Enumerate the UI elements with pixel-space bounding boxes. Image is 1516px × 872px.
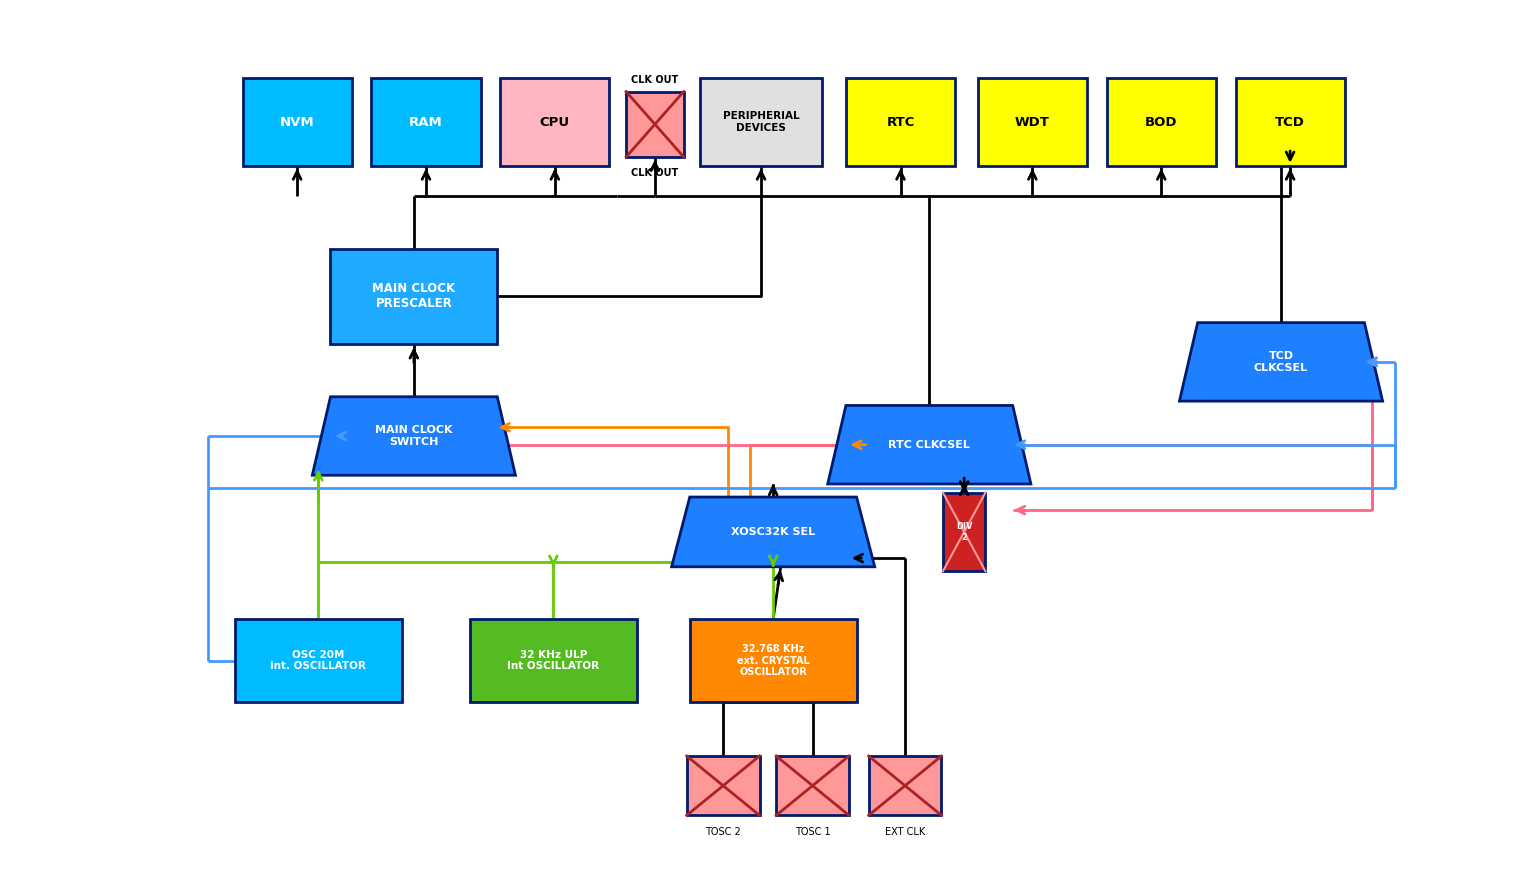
Text: DIV
2: DIV 2: [957, 522, 972, 542]
FancyBboxPatch shape: [371, 78, 481, 166]
Text: TOSC 1: TOSC 1: [794, 827, 831, 836]
Text: CLK OUT: CLK OUT: [631, 168, 679, 178]
Text: RTC: RTC: [887, 116, 914, 128]
Text: BOD: BOD: [1145, 116, 1178, 128]
FancyBboxPatch shape: [470, 619, 637, 702]
Text: TCD
CLKCSEL: TCD CLKCSEL: [1254, 351, 1308, 372]
FancyBboxPatch shape: [846, 78, 955, 166]
FancyBboxPatch shape: [687, 756, 760, 815]
FancyBboxPatch shape: [869, 756, 941, 815]
Text: NVM: NVM: [280, 116, 314, 128]
Text: 32.768 KHz
ext. CRYSTAL
OSCILLATOR: 32.768 KHz ext. CRYSTAL OSCILLATOR: [737, 644, 810, 678]
Text: XOSC32K SEL: XOSC32K SEL: [731, 527, 816, 537]
Polygon shape: [828, 405, 1031, 484]
Text: WDT: WDT: [1014, 116, 1051, 128]
FancyBboxPatch shape: [235, 619, 402, 702]
FancyBboxPatch shape: [700, 78, 822, 166]
FancyBboxPatch shape: [776, 756, 849, 815]
FancyBboxPatch shape: [978, 78, 1087, 166]
FancyBboxPatch shape: [943, 493, 985, 571]
FancyBboxPatch shape: [1107, 78, 1216, 166]
Polygon shape: [312, 397, 515, 475]
Polygon shape: [672, 497, 875, 567]
Text: MAIN CLOCK
PRESCALER: MAIN CLOCK PRESCALER: [373, 283, 455, 310]
Text: TOSC 2: TOSC 2: [705, 827, 741, 836]
Text: MAIN CLOCK
SWITCH: MAIN CLOCK SWITCH: [374, 426, 453, 446]
FancyBboxPatch shape: [690, 619, 857, 702]
FancyBboxPatch shape: [243, 78, 352, 166]
FancyBboxPatch shape: [1236, 78, 1345, 166]
Polygon shape: [1179, 323, 1383, 401]
Text: 32 KHz ULP
Int OSCILLATOR: 32 KHz ULP Int OSCILLATOR: [508, 650, 599, 671]
Text: RAM: RAM: [409, 116, 443, 128]
Text: RTC CLKCSEL: RTC CLKCSEL: [888, 439, 970, 450]
Text: OSC 20M
int. OSCILLATOR: OSC 20M int. OSCILLATOR: [270, 650, 367, 671]
Text: PERIPHERIAL
DEVICES: PERIPHERIAL DEVICES: [723, 112, 799, 133]
FancyBboxPatch shape: [330, 249, 497, 344]
Text: CLK OUT: CLK OUT: [631, 75, 679, 85]
Text: TCD: TCD: [1275, 116, 1305, 128]
FancyBboxPatch shape: [500, 78, 609, 166]
FancyBboxPatch shape: [626, 92, 684, 157]
Text: CPU: CPU: [540, 116, 570, 128]
Text: EXT CLK: EXT CLK: [885, 827, 925, 836]
